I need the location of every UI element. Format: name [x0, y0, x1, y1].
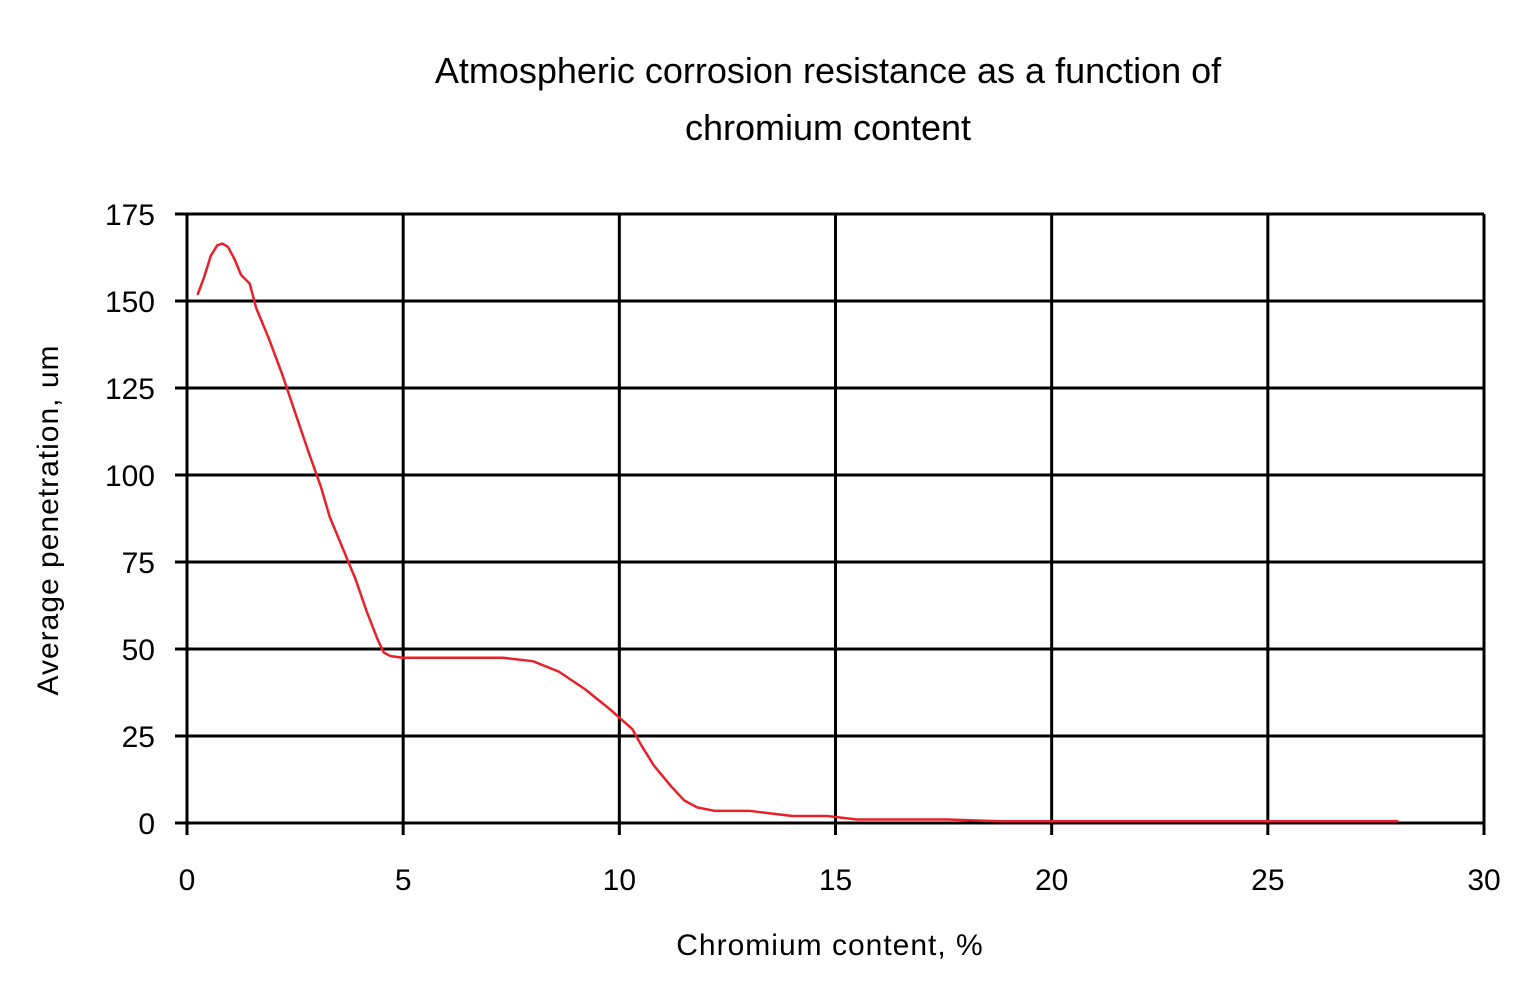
x-tick-label: 15 — [819, 864, 852, 897]
x-tick-label: 5 — [395, 864, 412, 897]
axes-layer — [175, 212, 1486, 835]
y-tick-label: 25 — [122, 721, 155, 754]
x-tick-label: 30 — [1467, 864, 1500, 897]
y-tick-label: 50 — [122, 634, 155, 667]
text-layer: Atmospheric corrosion resistance as a fu… — [32, 50, 1501, 962]
x-axis-label: Chromium content, % — [676, 929, 983, 962]
series-line — [196, 242, 1399, 823]
y-tick-label: 100 — [105, 460, 155, 493]
y-tick-label: 175 — [105, 199, 155, 232]
series-layer — [196, 242, 1399, 823]
y-tick-label: 150 — [105, 286, 155, 319]
x-tick-label: 20 — [1035, 864, 1068, 897]
x-tick-label: 25 — [1251, 864, 1284, 897]
y-tick-label: 0 — [138, 808, 155, 841]
y-tick-label: 125 — [105, 373, 155, 406]
chart-title-line-1: Atmospheric corrosion resistance as a fu… — [435, 50, 1222, 91]
x-tick-label: 10 — [603, 864, 636, 897]
y-axis-label: Average penetration, um — [32, 345, 65, 696]
chart-title-line-2: chromium content — [685, 107, 971, 148]
x-tick-label: 0 — [179, 864, 196, 897]
y-tick-label: 75 — [122, 547, 155, 580]
grid-layer — [187, 212, 1486, 823]
